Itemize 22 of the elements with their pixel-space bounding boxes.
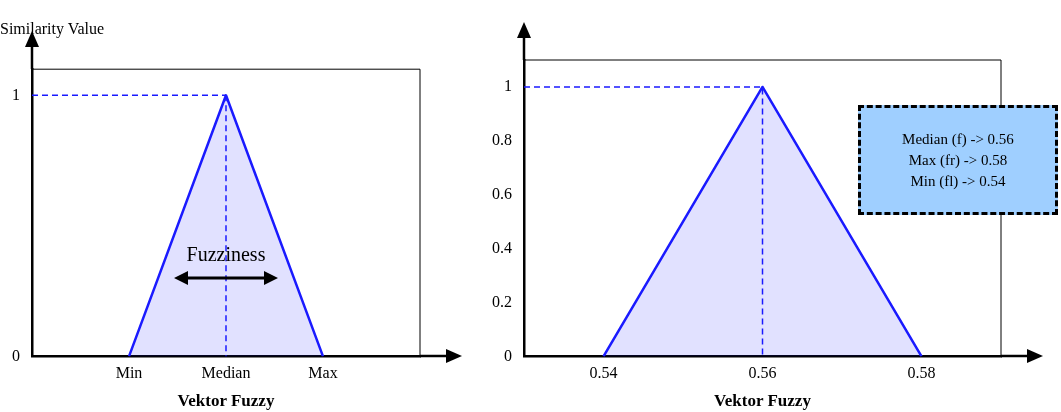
x-axis-title: Vektor Fuzzy xyxy=(714,391,812,411)
x-tick-label: Median xyxy=(201,364,251,382)
y-tick-label: 1 xyxy=(504,77,512,95)
y-tick-label: 1 xyxy=(12,85,20,103)
y-tick-label: 0 xyxy=(12,346,20,364)
note-box: Median (f) -> 0.56 Max (fr) -> 0.58 Min (fl) -> 0.54 xyxy=(858,105,1058,215)
x-tick-label: 0.58 xyxy=(907,364,936,382)
x-tick-label: 0.56 xyxy=(748,364,777,382)
annotation: Fuzziness xyxy=(186,243,266,266)
annotation: Min (fl) -> 0.54 xyxy=(910,171,1006,191)
y-tick-label: 0 xyxy=(504,346,512,364)
x-axis-title: Vektor Fuzzy xyxy=(177,391,275,411)
annotation: Max (fr) -> 0.58 xyxy=(908,150,1008,170)
x-tick-label: Min xyxy=(115,364,143,382)
y-tick-label: 0.2 xyxy=(492,292,512,310)
x-tick-label: Max xyxy=(308,364,338,382)
y-tick-label: 0.8 xyxy=(492,131,512,149)
y-axis-title: Similarity Value xyxy=(0,19,105,38)
y-tick-label: 0.4 xyxy=(492,238,512,256)
x-tick-label: 0.54 xyxy=(589,364,618,382)
annotation: Median (f) -> 0.56 xyxy=(902,129,1014,149)
y-tick-label: 0.6 xyxy=(492,184,512,202)
